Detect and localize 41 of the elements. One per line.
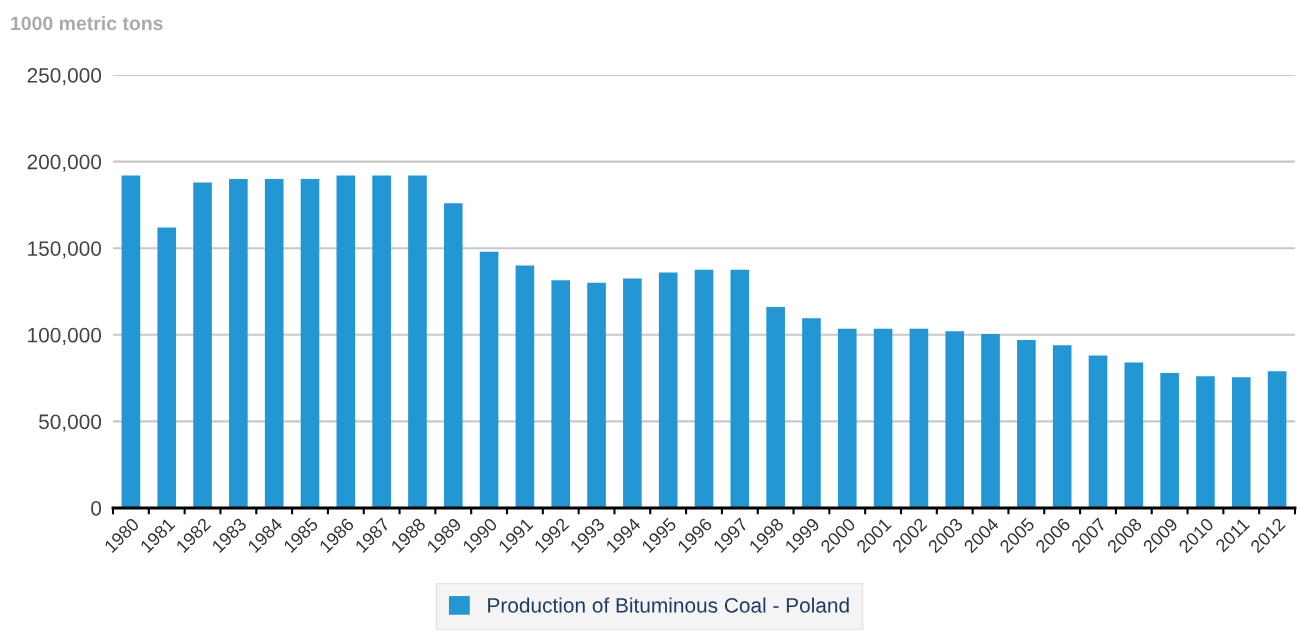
y-axis-title: 1000 metric tons [11, 15, 163, 31]
bar [372, 175, 391, 508]
y-tick-label: 150,000 [28, 241, 102, 259]
bar [515, 265, 535, 508]
bar [587, 282, 606, 508]
bar [1124, 362, 1144, 508]
bar [1160, 372, 1179, 508]
bar [121, 175, 141, 508]
bar [1052, 345, 1072, 508]
bar [157, 227, 177, 508]
bar [551, 280, 571, 508]
bar [981, 333, 1000, 508]
bar [837, 328, 857, 508]
bar [909, 328, 929, 508]
bar [802, 318, 821, 508]
bar [193, 182, 212, 508]
bar [1017, 340, 1036, 508]
bar [730, 269, 750, 508]
bar [408, 175, 427, 508]
bar [300, 178, 320, 508]
bar [443, 203, 463, 508]
bar [336, 175, 356, 508]
y-tick-label: 0 [91, 501, 102, 516]
y-tick-label: 100,000 [28, 327, 102, 346]
legend-label: Production of Bituminous Coal - Poland [488, 597, 849, 613]
bar [479, 251, 499, 508]
bar [229, 178, 248, 508]
y-tick-label: 200,000 [27, 154, 102, 172]
bar [1267, 371, 1287, 508]
bar [264, 178, 284, 508]
bar [1231, 377, 1251, 508]
bar [694, 269, 714, 508]
bar [873, 328, 893, 508]
y-tick-label: 250,000 [27, 68, 102, 86]
bar [623, 278, 642, 508]
bar [658, 272, 678, 508]
bar [766, 307, 785, 508]
y-tick-label: 50,000 [39, 414, 102, 432]
bar [1088, 355, 1108, 508]
bar [1196, 376, 1215, 508]
bar [945, 331, 965, 508]
